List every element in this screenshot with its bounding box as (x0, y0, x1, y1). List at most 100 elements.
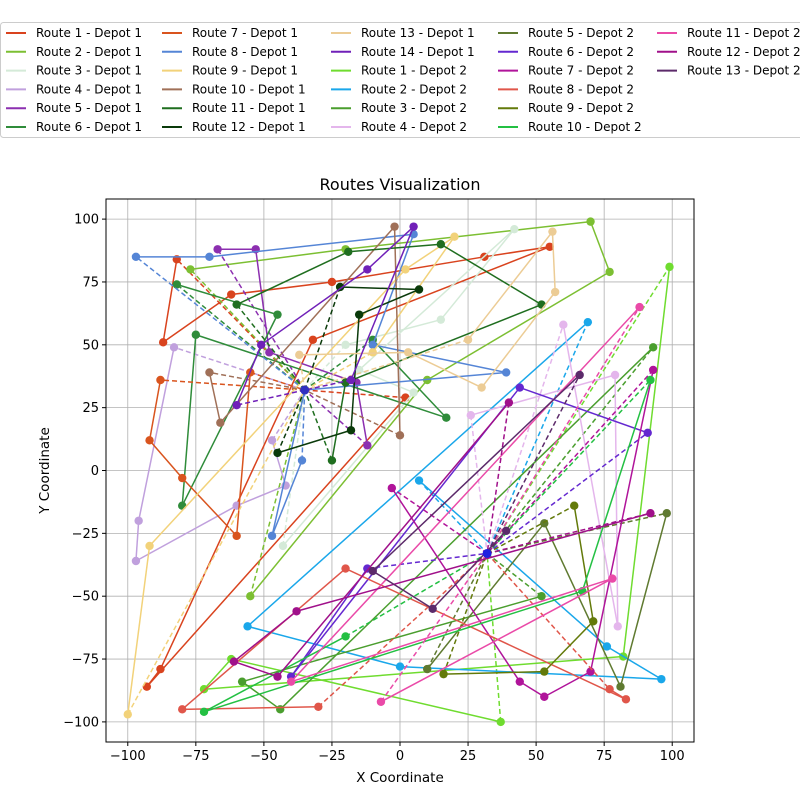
route-point (368, 348, 377, 357)
route-depot-segment (486, 512, 651, 555)
x-tick-label: −75 (182, 749, 209, 764)
route-depot-segment (276, 389, 306, 454)
legend-label: Route 10 - Depot 1 (192, 82, 306, 96)
legend-label: Route 3 - Depot 2 (361, 101, 467, 115)
route-point (178, 501, 187, 510)
route-point (610, 370, 620, 380)
route-depot-segment (249, 389, 306, 597)
legend-item: Route 10 - Depot 2 (498, 120, 642, 134)
route-point (589, 617, 598, 626)
route-segment (432, 530, 507, 610)
route-segment (271, 389, 306, 537)
legend-label: Route 5 - Depot 2 (528, 26, 634, 40)
route-point (273, 310, 282, 319)
route-segment (372, 570, 434, 610)
route-point (409, 222, 418, 231)
legend-label: Route 4 - Depot 2 (361, 120, 467, 134)
route-segment (203, 658, 232, 690)
route-segment (340, 286, 420, 291)
route-depot-segment (304, 286, 341, 391)
route-point (409, 388, 418, 397)
route-segment (312, 246, 550, 341)
route-segment (358, 288, 420, 316)
legend-item: Route 1 - Depot 1 (6, 26, 142, 40)
route-point (134, 516, 143, 525)
x-tick-label: −100 (110, 749, 146, 764)
route-point (213, 245, 222, 254)
legend-item: Route 8 - Depot 2 (498, 82, 634, 96)
route-point (286, 677, 296, 686)
route-series (237, 343, 658, 714)
route-segment (440, 228, 515, 321)
route-point (414, 476, 424, 485)
route-depot-segment (391, 487, 488, 555)
route-segment (247, 321, 589, 627)
legend-item: Route 14 - Depot 1 (331, 45, 475, 59)
legend-label: Route 6 - Depot 2 (528, 45, 634, 59)
route-point (450, 232, 459, 241)
route-segment (241, 595, 542, 683)
route-point (583, 317, 593, 327)
y-tick-label: 75 (82, 275, 99, 290)
legend-item: Route 7 - Depot 2 (498, 64, 634, 78)
route-segment (236, 484, 286, 507)
route-point (387, 483, 397, 493)
route-point (646, 375, 655, 385)
route-point (515, 677, 524, 686)
route-point (368, 340, 377, 350)
route-segment (345, 567, 627, 700)
route-point (613, 622, 622, 631)
route-point (586, 217, 595, 226)
route-point (608, 574, 617, 583)
route-point (186, 265, 195, 274)
route-point (390, 222, 399, 231)
legend-label: Route 4 - Depot 1 (36, 82, 142, 96)
legend-item: Route 12 - Depot 2 (657, 45, 800, 59)
route-segment (249, 379, 428, 597)
route-point (243, 622, 252, 631)
route-segment (519, 386, 648, 434)
route-segment (236, 251, 349, 306)
route-depot-segment (304, 339, 374, 391)
legend-item: Route 7 - Depot 1 (162, 26, 298, 40)
route-segment (372, 236, 456, 353)
route-series (295, 227, 560, 392)
route-point (510, 224, 519, 234)
route-segment (519, 681, 545, 698)
route-depot-segment (236, 389, 305, 406)
route-point (158, 338, 168, 347)
route-point (232, 300, 241, 309)
route-segment (296, 512, 651, 613)
route-series (186, 217, 614, 601)
route-segment (290, 306, 641, 683)
route-segment (235, 372, 252, 536)
route-series (232, 240, 546, 465)
route-depot-segment (486, 402, 510, 554)
route-point (314, 702, 323, 712)
route-point (256, 340, 266, 350)
route-segment (372, 344, 507, 374)
y-tick-label: 0 (91, 464, 99, 479)
route-point (368, 566, 377, 576)
route-segment (405, 236, 455, 271)
route-point (540, 692, 549, 701)
route-segment (543, 670, 591, 698)
route-point (237, 677, 247, 686)
route-segment (181, 477, 238, 537)
route-point (308, 335, 318, 344)
route-segment (282, 392, 415, 547)
route-segment (219, 226, 396, 424)
legend-label: Route 6 - Depot 1 (36, 120, 142, 134)
route-point (156, 664, 165, 674)
route-point (616, 682, 625, 691)
route-point (131, 556, 141, 566)
x-tick-label: 100 (660, 749, 685, 764)
route-segment (135, 505, 238, 562)
route-point (341, 564, 350, 573)
route-depot-segment (380, 553, 488, 703)
route-segment (619, 513, 668, 687)
route-depot-segment (304, 389, 333, 461)
route-point (199, 707, 209, 717)
route-segment (358, 228, 515, 371)
route-segment (162, 293, 232, 343)
